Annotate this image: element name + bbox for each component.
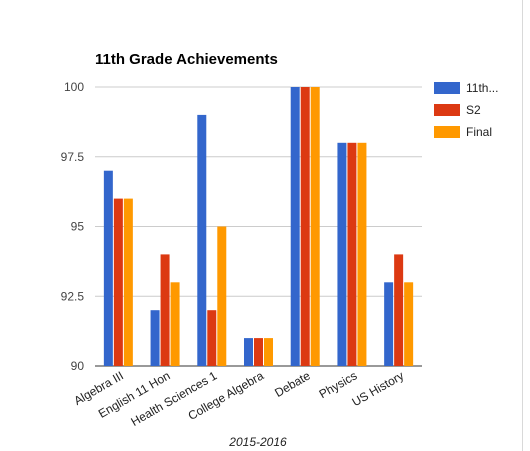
gridlines xyxy=(95,86,422,367)
bar-s2-1 xyxy=(160,254,170,366)
legend-label: S2 xyxy=(466,103,481,117)
y-tick-label: 90 xyxy=(71,359,85,373)
legend-swatch xyxy=(434,82,460,94)
bar-s2-4 xyxy=(300,87,310,366)
bar-final-3 xyxy=(264,338,273,366)
bar-final-6 xyxy=(404,282,414,366)
bar-11th-0 xyxy=(103,170,113,366)
y-tick-label: 95 xyxy=(71,220,85,234)
bar-11th-1 xyxy=(150,310,160,366)
bar-11th-4 xyxy=(290,87,300,366)
x-tick-label: US History xyxy=(349,368,406,409)
bar-final-4 xyxy=(310,87,320,366)
y-tick-label: 100 xyxy=(64,80,84,94)
bar-s2-0 xyxy=(113,198,123,366)
x-axis-title: 2015-2016 xyxy=(228,435,287,449)
panel-divider xyxy=(522,0,523,451)
legend-swatch xyxy=(434,126,460,138)
y-tick-label: 92.5 xyxy=(61,289,85,303)
bar-final-2 xyxy=(217,226,227,366)
bar-s2-5 xyxy=(347,142,357,366)
bar-s2-2 xyxy=(207,310,217,366)
legend-label: 11th... xyxy=(466,81,498,95)
bar-11th-6 xyxy=(384,282,394,366)
legend-swatch xyxy=(434,104,460,116)
legend-label: Final xyxy=(466,125,492,139)
bar-11th-3 xyxy=(244,338,253,366)
y-axis-ticks: 90 92.5 95 97.5 100 xyxy=(61,80,85,373)
legend: 11th... S2 Final xyxy=(434,81,498,139)
bar-final-0 xyxy=(123,198,133,366)
x-tick-label: Debate xyxy=(272,368,313,400)
bar-final-1 xyxy=(170,282,180,366)
bar-s2-6 xyxy=(394,254,404,366)
bar-final-5 xyxy=(357,142,367,366)
bar-11th-5 xyxy=(337,142,347,366)
bar-11th-2 xyxy=(197,114,207,367)
chart-title: 11th Grade Achievements xyxy=(95,51,278,68)
bar-s2-3 xyxy=(254,338,263,366)
bars xyxy=(103,87,414,367)
y-tick-label: 97.5 xyxy=(61,150,85,164)
